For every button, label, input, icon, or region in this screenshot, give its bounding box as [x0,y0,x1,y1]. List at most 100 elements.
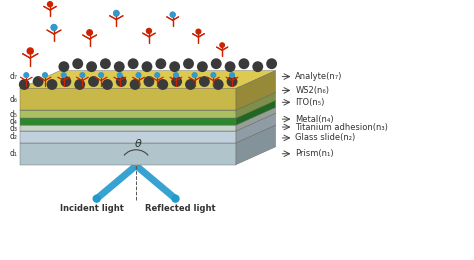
Text: θ: θ [135,139,141,149]
Circle shape [116,76,127,87]
Polygon shape [20,125,275,143]
Circle shape [118,73,122,77]
Circle shape [47,2,53,7]
Circle shape [220,43,224,47]
Polygon shape [20,88,236,110]
Polygon shape [236,71,275,110]
Polygon shape [236,113,275,143]
Polygon shape [20,113,275,131]
Circle shape [252,61,263,72]
Text: Titanium adhesion(n₃): Titanium adhesion(n₃) [295,122,388,132]
Circle shape [80,73,85,77]
Circle shape [196,29,201,34]
Polygon shape [236,107,275,131]
Circle shape [170,12,175,17]
Circle shape [60,76,71,87]
Circle shape [58,61,69,72]
Text: d₅: d₅ [9,110,18,119]
Circle shape [72,58,83,69]
Text: d₂: d₂ [9,132,18,141]
Circle shape [230,73,235,77]
Circle shape [100,58,111,69]
Circle shape [157,79,168,90]
Text: Reflected light: Reflected light [145,204,216,213]
Circle shape [61,73,66,77]
Circle shape [51,25,57,30]
Text: d₁: d₁ [9,149,18,158]
Circle shape [173,73,178,77]
Circle shape [211,58,222,69]
Circle shape [19,79,30,90]
Text: Glass slide(n₂): Glass slide(n₂) [295,133,356,142]
Circle shape [46,79,57,90]
Text: d₃: d₃ [9,124,18,133]
Circle shape [211,73,216,77]
Circle shape [114,11,119,16]
Circle shape [227,76,237,87]
Circle shape [238,58,249,69]
Polygon shape [20,118,236,125]
Polygon shape [236,100,275,125]
Circle shape [86,61,97,72]
Circle shape [169,61,180,72]
Circle shape [266,58,277,69]
Circle shape [93,195,100,202]
Circle shape [27,48,33,54]
Circle shape [170,12,175,17]
Circle shape [172,195,179,202]
Circle shape [102,79,113,90]
Circle shape [99,73,103,77]
Circle shape [87,30,92,35]
Text: d₄: d₄ [9,117,18,126]
Circle shape [225,61,236,72]
Circle shape [155,73,160,77]
Circle shape [213,79,224,90]
Text: ITO(n₅): ITO(n₅) [295,98,325,107]
Text: WS2(n₆): WS2(n₆) [295,86,329,95]
Polygon shape [94,163,138,201]
Circle shape [47,2,53,7]
Circle shape [128,58,138,69]
Polygon shape [20,131,236,143]
Text: Prism(n₁): Prism(n₁) [295,149,334,158]
Polygon shape [236,125,275,165]
Circle shape [146,28,152,34]
Circle shape [142,61,153,72]
Circle shape [136,73,141,77]
Circle shape [192,73,197,77]
Polygon shape [236,92,275,118]
Circle shape [144,76,155,87]
Polygon shape [20,125,236,131]
Circle shape [196,29,201,34]
Polygon shape [134,163,178,201]
Circle shape [33,76,44,87]
Circle shape [199,76,210,87]
Circle shape [74,79,85,90]
Polygon shape [20,100,275,118]
Circle shape [27,48,33,54]
Polygon shape [20,71,275,88]
Circle shape [24,73,28,77]
Circle shape [43,73,47,77]
Circle shape [155,58,166,69]
Circle shape [220,43,224,47]
Text: d₇: d₇ [9,72,18,81]
Circle shape [51,24,57,30]
Polygon shape [20,110,236,118]
Circle shape [88,76,99,87]
Text: Incident light: Incident light [60,204,124,213]
Circle shape [146,28,152,34]
Polygon shape [20,92,275,110]
Circle shape [114,10,119,16]
Text: d₆: d₆ [9,95,18,104]
Circle shape [87,30,92,35]
Polygon shape [20,143,236,165]
Circle shape [114,61,125,72]
Circle shape [130,79,141,90]
Circle shape [185,79,196,90]
Text: Metal(n₄): Metal(n₄) [295,115,334,123]
Polygon shape [20,107,275,125]
Circle shape [171,76,182,87]
Circle shape [183,58,194,69]
Circle shape [197,61,208,72]
